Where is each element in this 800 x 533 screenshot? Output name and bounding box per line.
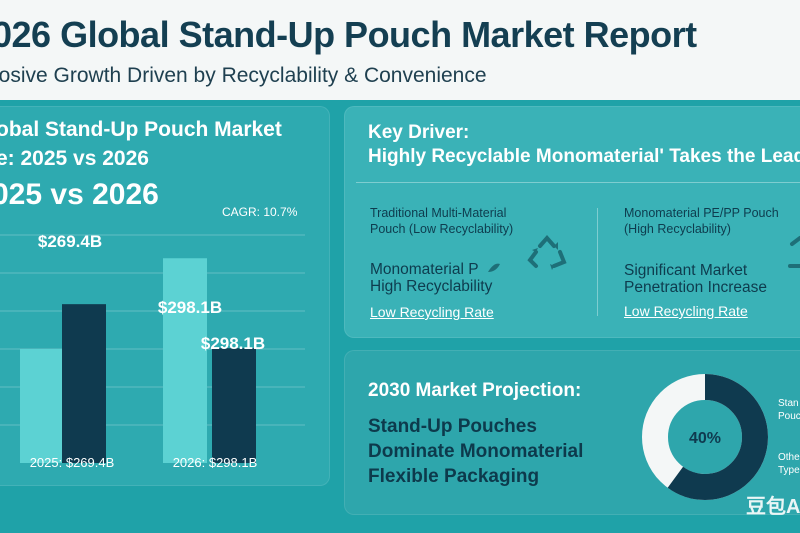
legend-item: Pouc: [778, 411, 800, 422]
left-label-line1: Monomaterial P: [370, 261, 479, 278]
left-recycling-link[interactable]: Low Recycling Rate: [370, 304, 494, 320]
driver-heading: Key Driver:: [368, 122, 470, 143]
bar-0-1: [62, 304, 106, 463]
right-label-line1: Significant Market: [624, 262, 748, 279]
bar-1-0: [163, 258, 207, 463]
report-header: 026 Global Stand-Up Pouch Market Report …: [0, 0, 800, 100]
right-caption-line1: Monomaterial PE/PP Pouch: [624, 206, 779, 220]
recycle-icon: [527, 234, 567, 270]
left-caption-line1: Traditional Multi-Material: [370, 206, 507, 220]
driver-divider: [356, 182, 800, 183]
projection-heading: 2030 Market Projection:: [368, 380, 582, 401]
key-driver-panel: [344, 106, 800, 338]
bar-0-0: [20, 349, 64, 463]
bar-chart: $269.4B $298.1B $298.1B 2025: $269.4B 2026: …: [0, 232, 305, 470]
legend-item: Type: [778, 465, 800, 476]
chart-title-line2: e: 2025 vs 2026: [0, 147, 149, 170]
report-title: 026 Global Stand-Up Pouch Market Report: [0, 14, 697, 55]
driver-subheading: Highly Recyclable Monomaterial' Takes th…: [368, 146, 800, 167]
right-label-line2: Penetration Increase: [624, 279, 768, 296]
leaf-icon: [488, 263, 500, 272]
right-caption-line2: (High Recyclability): [624, 222, 731, 236]
chart-big-title: 025 vs 2026: [0, 178, 159, 211]
projection-line2: Dominate Monomaterial: [368, 441, 584, 462]
donut-percent-label: 40%: [689, 430, 721, 447]
chart-title-line1: obal Stand-Up Pouch Market: [0, 118, 282, 141]
report-subtitle: losive Growth Driven by Recyclability & …: [0, 64, 487, 87]
projection-line3: Flexible Packaging: [368, 466, 540, 487]
recycle-icon: [788, 236, 800, 268]
cagr-label: CAGR: 10.7%: [222, 205, 298, 219]
bar-data-label: $298.1B: [201, 334, 265, 353]
projection-donut: 40%: [642, 374, 768, 500]
bar-data-label: $298.1B: [158, 298, 222, 317]
legend-item: Othe: [778, 452, 800, 463]
bar-data-label: $269.4B: [38, 232, 102, 251]
category-label: 2026: $298.1B: [173, 455, 258, 470]
donut-pouch-slice: [642, 374, 768, 500]
projection-line1: Stand-Up Pouches: [368, 416, 537, 437]
right-recycling-link[interactable]: Low Recycling Rate: [624, 303, 748, 319]
left-label-line2: High Recyclability: [370, 278, 493, 295]
legend-item: Stan: [778, 398, 799, 409]
watermark-logo: 豆包AI: [746, 496, 800, 518]
column-divider: [597, 208, 598, 316]
bar-1-1: [212, 348, 256, 463]
left-caption-line2: Pouch (Low Recyclability): [370, 222, 514, 236]
category-label: 2025: $269.4B: [30, 455, 115, 470]
